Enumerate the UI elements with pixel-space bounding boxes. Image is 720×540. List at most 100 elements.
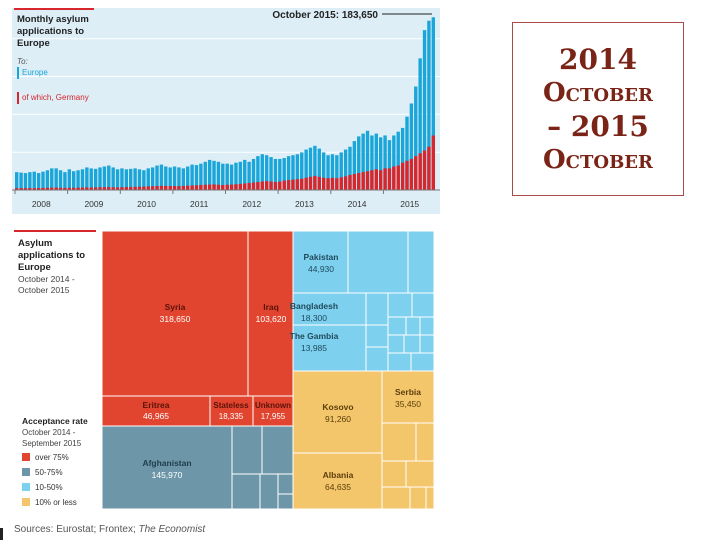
bar-europe bbox=[387, 140, 392, 190]
label-bangladesh: Bangladesh bbox=[290, 301, 338, 311]
cell-yellow-8 bbox=[381, 486, 411, 510]
bar-europe bbox=[392, 135, 396, 190]
bar-europe bbox=[50, 168, 54, 190]
bar-europe bbox=[295, 154, 300, 190]
bar-europe bbox=[111, 167, 115, 190]
acceptance-rate-legend: Acceptance rate October 2014 -September … bbox=[22, 416, 88, 507]
bar-europe bbox=[146, 168, 150, 190]
value-afghanistan: 145,970 bbox=[152, 470, 183, 480]
bar-europe bbox=[15, 172, 19, 190]
bar-europe bbox=[383, 135, 387, 190]
cell-serbia bbox=[381, 370, 435, 424]
bar-europe bbox=[54, 168, 58, 190]
bar-europe bbox=[361, 133, 365, 190]
bar-germany bbox=[181, 185, 186, 190]
cell-yellow-6 bbox=[381, 460, 407, 488]
bar-germany bbox=[357, 173, 361, 190]
bar-europe bbox=[256, 156, 260, 190]
bar-europe bbox=[234, 162, 238, 190]
bar-europe bbox=[409, 103, 414, 190]
bar-europe bbox=[164, 166, 168, 190]
bar-germany bbox=[142, 186, 146, 190]
treemap-title: Asylum applications to Europe bbox=[18, 238, 85, 273]
bar-europe bbox=[19, 172, 23, 190]
bar-germany bbox=[89, 187, 93, 190]
bar-germany bbox=[120, 187, 124, 190]
bar-germany bbox=[76, 187, 80, 190]
bar-europe bbox=[76, 170, 80, 190]
bar-germany bbox=[36, 188, 41, 190]
bar-europe bbox=[89, 168, 93, 190]
bar-europe bbox=[269, 157, 273, 190]
bar-germany bbox=[107, 187, 111, 190]
cell-the-gambia bbox=[292, 324, 367, 372]
cell-syria bbox=[101, 230, 249, 397]
bar-europe bbox=[72, 171, 76, 190]
bar-germany bbox=[23, 188, 28, 190]
bar-europe bbox=[80, 169, 85, 190]
value-stateless: 18,335 bbox=[219, 412, 244, 421]
bar-europe bbox=[405, 116, 409, 190]
bar-europe bbox=[23, 173, 28, 190]
bar-germany bbox=[286, 180, 291, 190]
cell-light-blue-9 bbox=[387, 316, 407, 336]
value-bangladesh: 18,300 bbox=[301, 313, 327, 323]
cell-yellow-10 bbox=[425, 486, 435, 510]
bar-europe bbox=[85, 167, 89, 190]
bar-germany bbox=[72, 187, 76, 190]
bar-germany bbox=[256, 182, 260, 190]
label-syria: Syria bbox=[165, 302, 186, 312]
bar-europe bbox=[115, 169, 120, 190]
value-eritrea: 46,965 bbox=[143, 411, 169, 421]
chart-title: Monthly asylum applications to Europe bbox=[17, 14, 89, 49]
bar-germany bbox=[199, 185, 203, 190]
bar-europe bbox=[93, 168, 98, 190]
bar-germany bbox=[238, 183, 243, 190]
legend-swatch-over-75 bbox=[22, 453, 30, 461]
bar-germany bbox=[260, 181, 264, 190]
treemap-canvas: Asylum applications to Europe October 2014… bbox=[14, 230, 435, 510]
cell-yellow-5 bbox=[415, 422, 435, 462]
bar-germany bbox=[308, 176, 313, 190]
bar-europe bbox=[427, 20, 431, 191]
bar-germany bbox=[28, 188, 32, 190]
bar-europe bbox=[418, 58, 422, 190]
bar-germany bbox=[326, 178, 330, 190]
cell-light-blue-17 bbox=[387, 352, 412, 372]
legend-swatch-10-or-less bbox=[22, 498, 30, 506]
bar-europe bbox=[308, 147, 313, 190]
bar-europe bbox=[278, 158, 282, 190]
bar-germany bbox=[330, 177, 335, 190]
legend-swatch-10-50 bbox=[22, 483, 30, 491]
bar-europe bbox=[203, 161, 207, 190]
bar-germany bbox=[102, 187, 107, 190]
bar-germany bbox=[409, 158, 414, 190]
bar-europe bbox=[396, 131, 400, 190]
bar-europe bbox=[247, 161, 251, 190]
x-tick-label: 2015 bbox=[400, 199, 419, 209]
bar-germany bbox=[93, 187, 98, 190]
legend-swatch-europe bbox=[17, 67, 19, 79]
cell-light-blue-15 bbox=[403, 334, 421, 354]
bar-germany bbox=[137, 186, 142, 190]
label-pakistan: Pakistan bbox=[304, 252, 339, 262]
cell-yellow-9 bbox=[409, 486, 427, 510]
bar-germany bbox=[15, 188, 19, 190]
bar-germany bbox=[431, 135, 435, 190]
corner-mark bbox=[0, 528, 3, 540]
bar-europe bbox=[370, 135, 374, 190]
bar-germany bbox=[352, 174, 357, 190]
bar-germany bbox=[361, 172, 365, 190]
bar-germany bbox=[190, 185, 194, 190]
treemap-labels: Syria 318,650 Iraq 103,620 Eritrea 46,96… bbox=[142, 252, 421, 492]
cell-eritrea bbox=[101, 395, 211, 427]
bar-germany bbox=[343, 176, 348, 190]
bar-europe bbox=[300, 152, 304, 190]
cell-blue-grey-6 bbox=[277, 473, 294, 495]
x-tick-label: 2011 bbox=[190, 199, 209, 209]
source-note: Sources: Eurostat; Frontex; The Economis… bbox=[14, 524, 205, 535]
bar-europe bbox=[343, 149, 348, 190]
bar-europe bbox=[58, 170, 63, 190]
bar-europe bbox=[400, 127, 405, 190]
cell-yellow-4 bbox=[381, 422, 417, 462]
